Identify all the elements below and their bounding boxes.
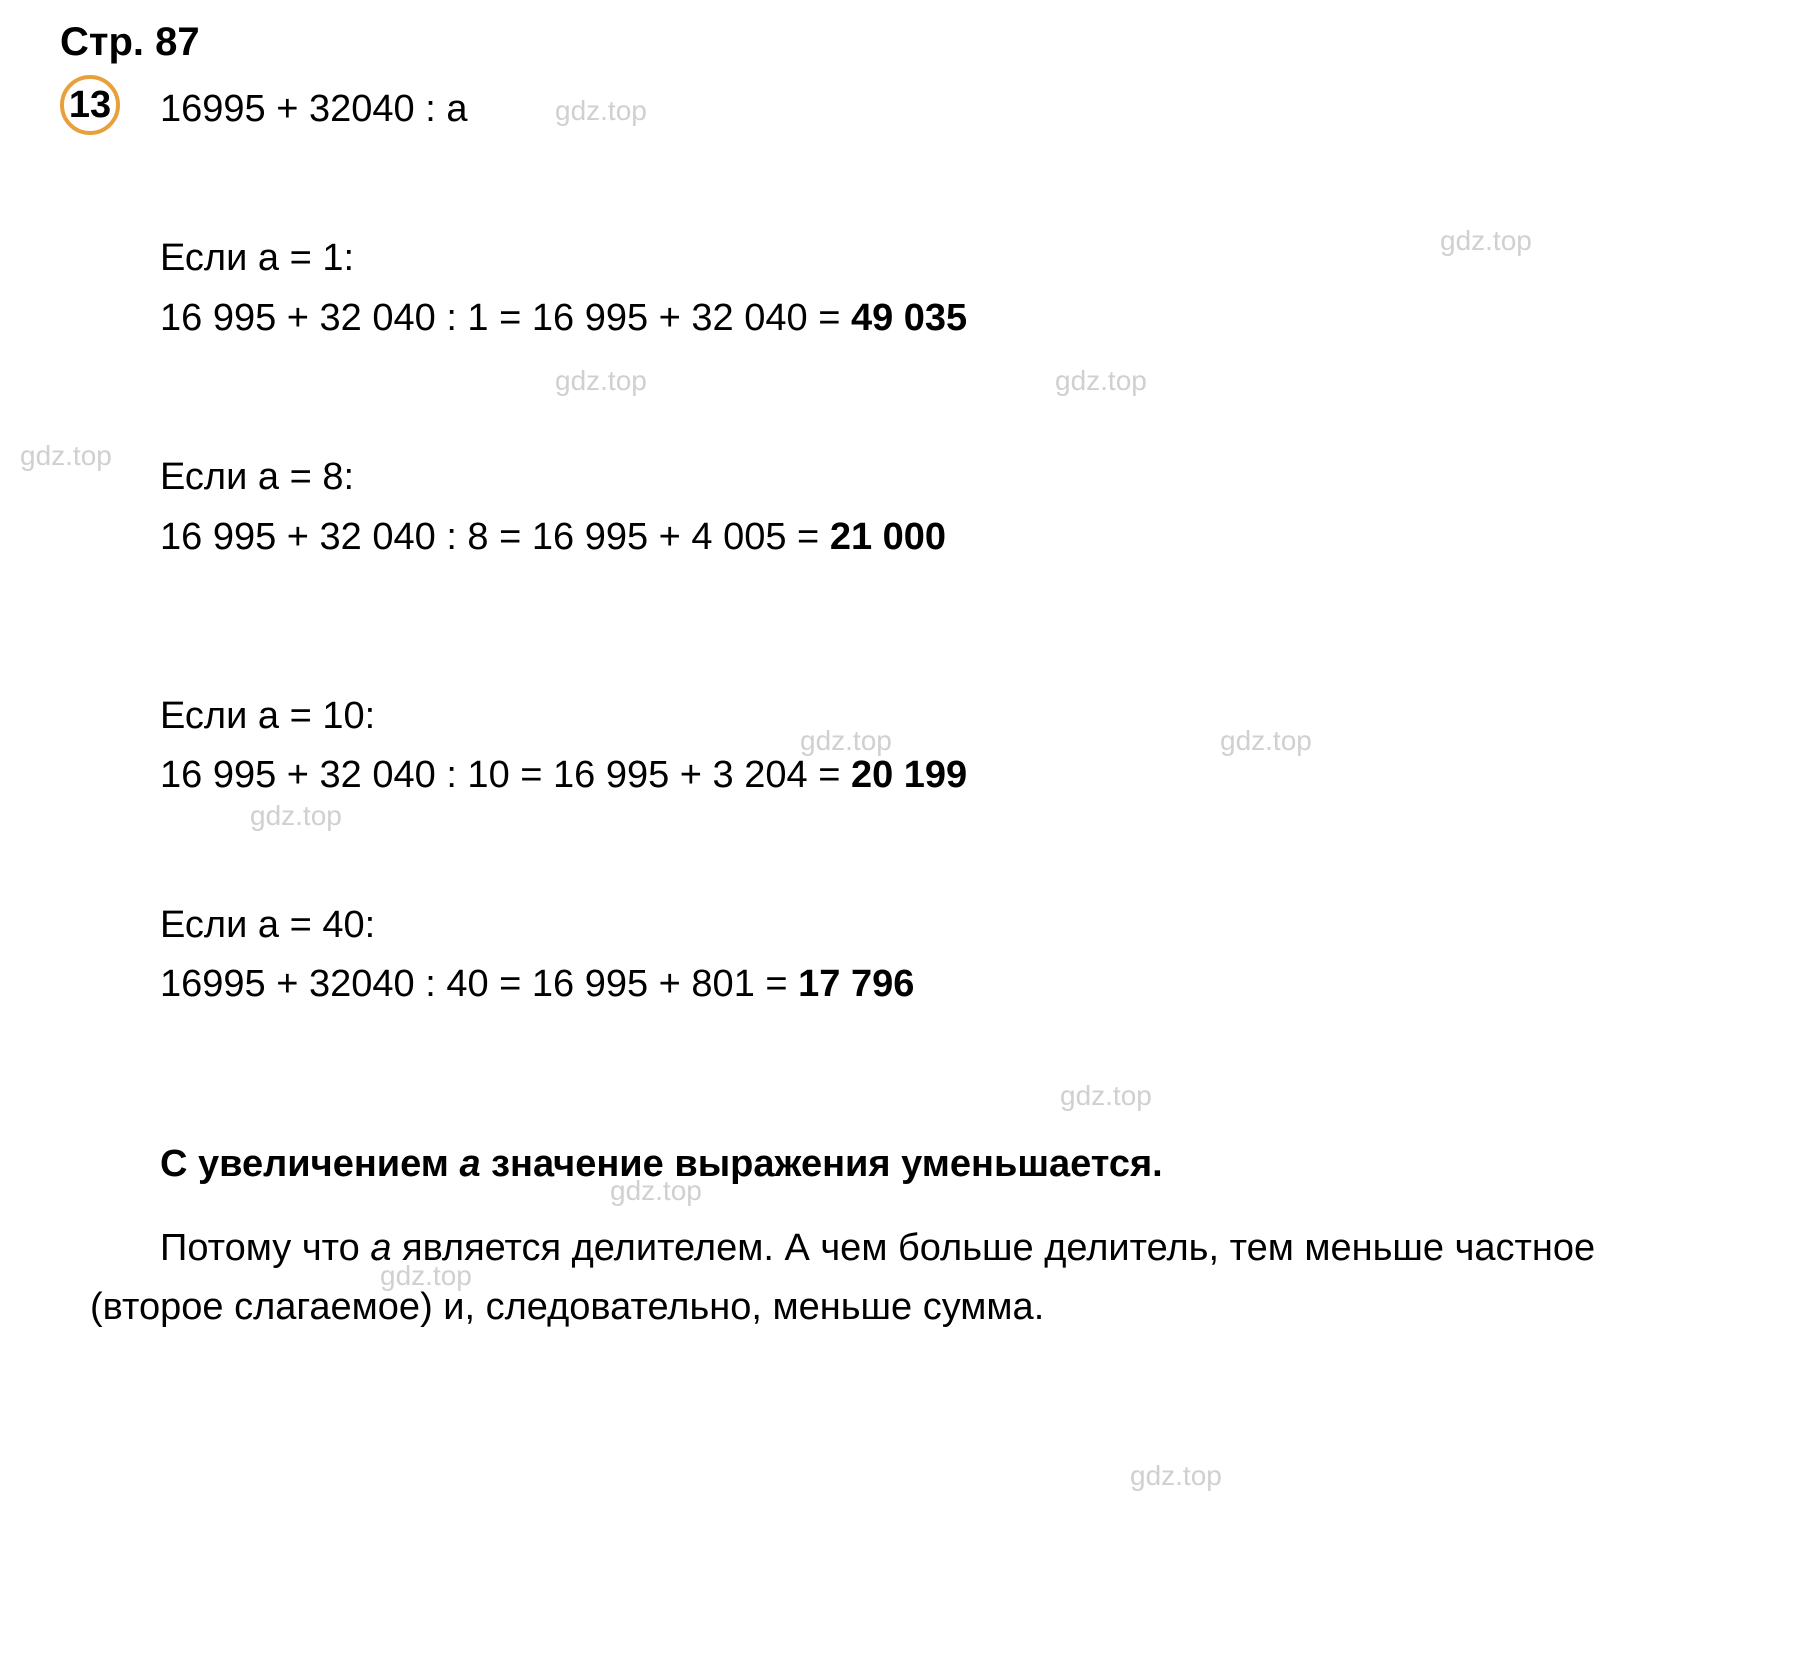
- case-equation: 16 995 + 32 040 : 10 = 16 995 + 3 204 = …: [160, 751, 1738, 800]
- case-block-1: Если a = 1: 16 995 + 32 040 : 1 = 16 995…: [160, 234, 1738, 343]
- watermark: gdz.top: [1130, 1460, 1222, 1492]
- equation-prefix: 16 995 + 32 040 : 1 = 16 995 + 32 040 =: [160, 297, 851, 339]
- case-block-3: Если a = 10: 16 995 + 32 040 : 10 = 16 9…: [160, 692, 1738, 801]
- case-equation: 16 995 + 32 040 : 1 = 16 995 + 32 040 = …: [160, 294, 1738, 343]
- case-label: Если a = 1:: [160, 234, 1738, 283]
- case-equation: 16995 + 32040 : 40 = 16 995 + 801 = 17 7…: [160, 960, 1738, 1009]
- conclusion-line: С увеличением a значение выражения умень…: [160, 1140, 1738, 1189]
- equation-prefix: 16995 + 32040 : 40 = 16 995 + 801 =: [160, 963, 798, 1005]
- conclusion-variable: a: [459, 1143, 480, 1185]
- equation-result: 20 199: [851, 754, 967, 796]
- case-block-2: Если a = 8: 16 995 + 32 040 : 8 = 16 995…: [160, 453, 1738, 562]
- equation-result: 21 000: [830, 516, 946, 558]
- case-label: Если a = 40:: [160, 901, 1738, 950]
- watermark: gdz.top: [20, 440, 112, 472]
- content-body: 16995 + 32040 : a Если a = 1: 16 995 + 3…: [160, 85, 1738, 1189]
- case-block-4: Если a = 40: 16995 + 32040 : 40 = 16 995…: [160, 901, 1738, 1010]
- explanation-block: Потому что a является делителем. А чем б…: [90, 1219, 1738, 1337]
- page-title: Стр. 87: [60, 20, 1738, 65]
- case-equation: 16 995 + 32 040 : 8 = 16 995 + 4 005 = 2…: [160, 513, 1738, 562]
- explanation-variable: a: [370, 1227, 391, 1269]
- equation-prefix: 16 995 + 32 040 : 8 = 16 995 + 4 005 =: [160, 516, 830, 558]
- case-label: Если a = 10:: [160, 692, 1738, 741]
- equation-prefix: 16 995 + 32 040 : 10 = 16 995 + 3 204 =: [160, 754, 851, 796]
- case-label: Если a = 8:: [160, 453, 1738, 502]
- expression-line: 16995 + 32040 : a: [160, 85, 1738, 134]
- equation-result: 49 035: [851, 297, 967, 339]
- problem-number-circle: 13: [60, 75, 120, 135]
- equation-result: 17 796: [798, 963, 914, 1005]
- conclusion-suffix: значение выражения уменьшается.: [481, 1143, 1163, 1185]
- conclusion-prefix: С увеличением: [160, 1143, 459, 1185]
- explanation-prefix: Потому что: [160, 1227, 370, 1269]
